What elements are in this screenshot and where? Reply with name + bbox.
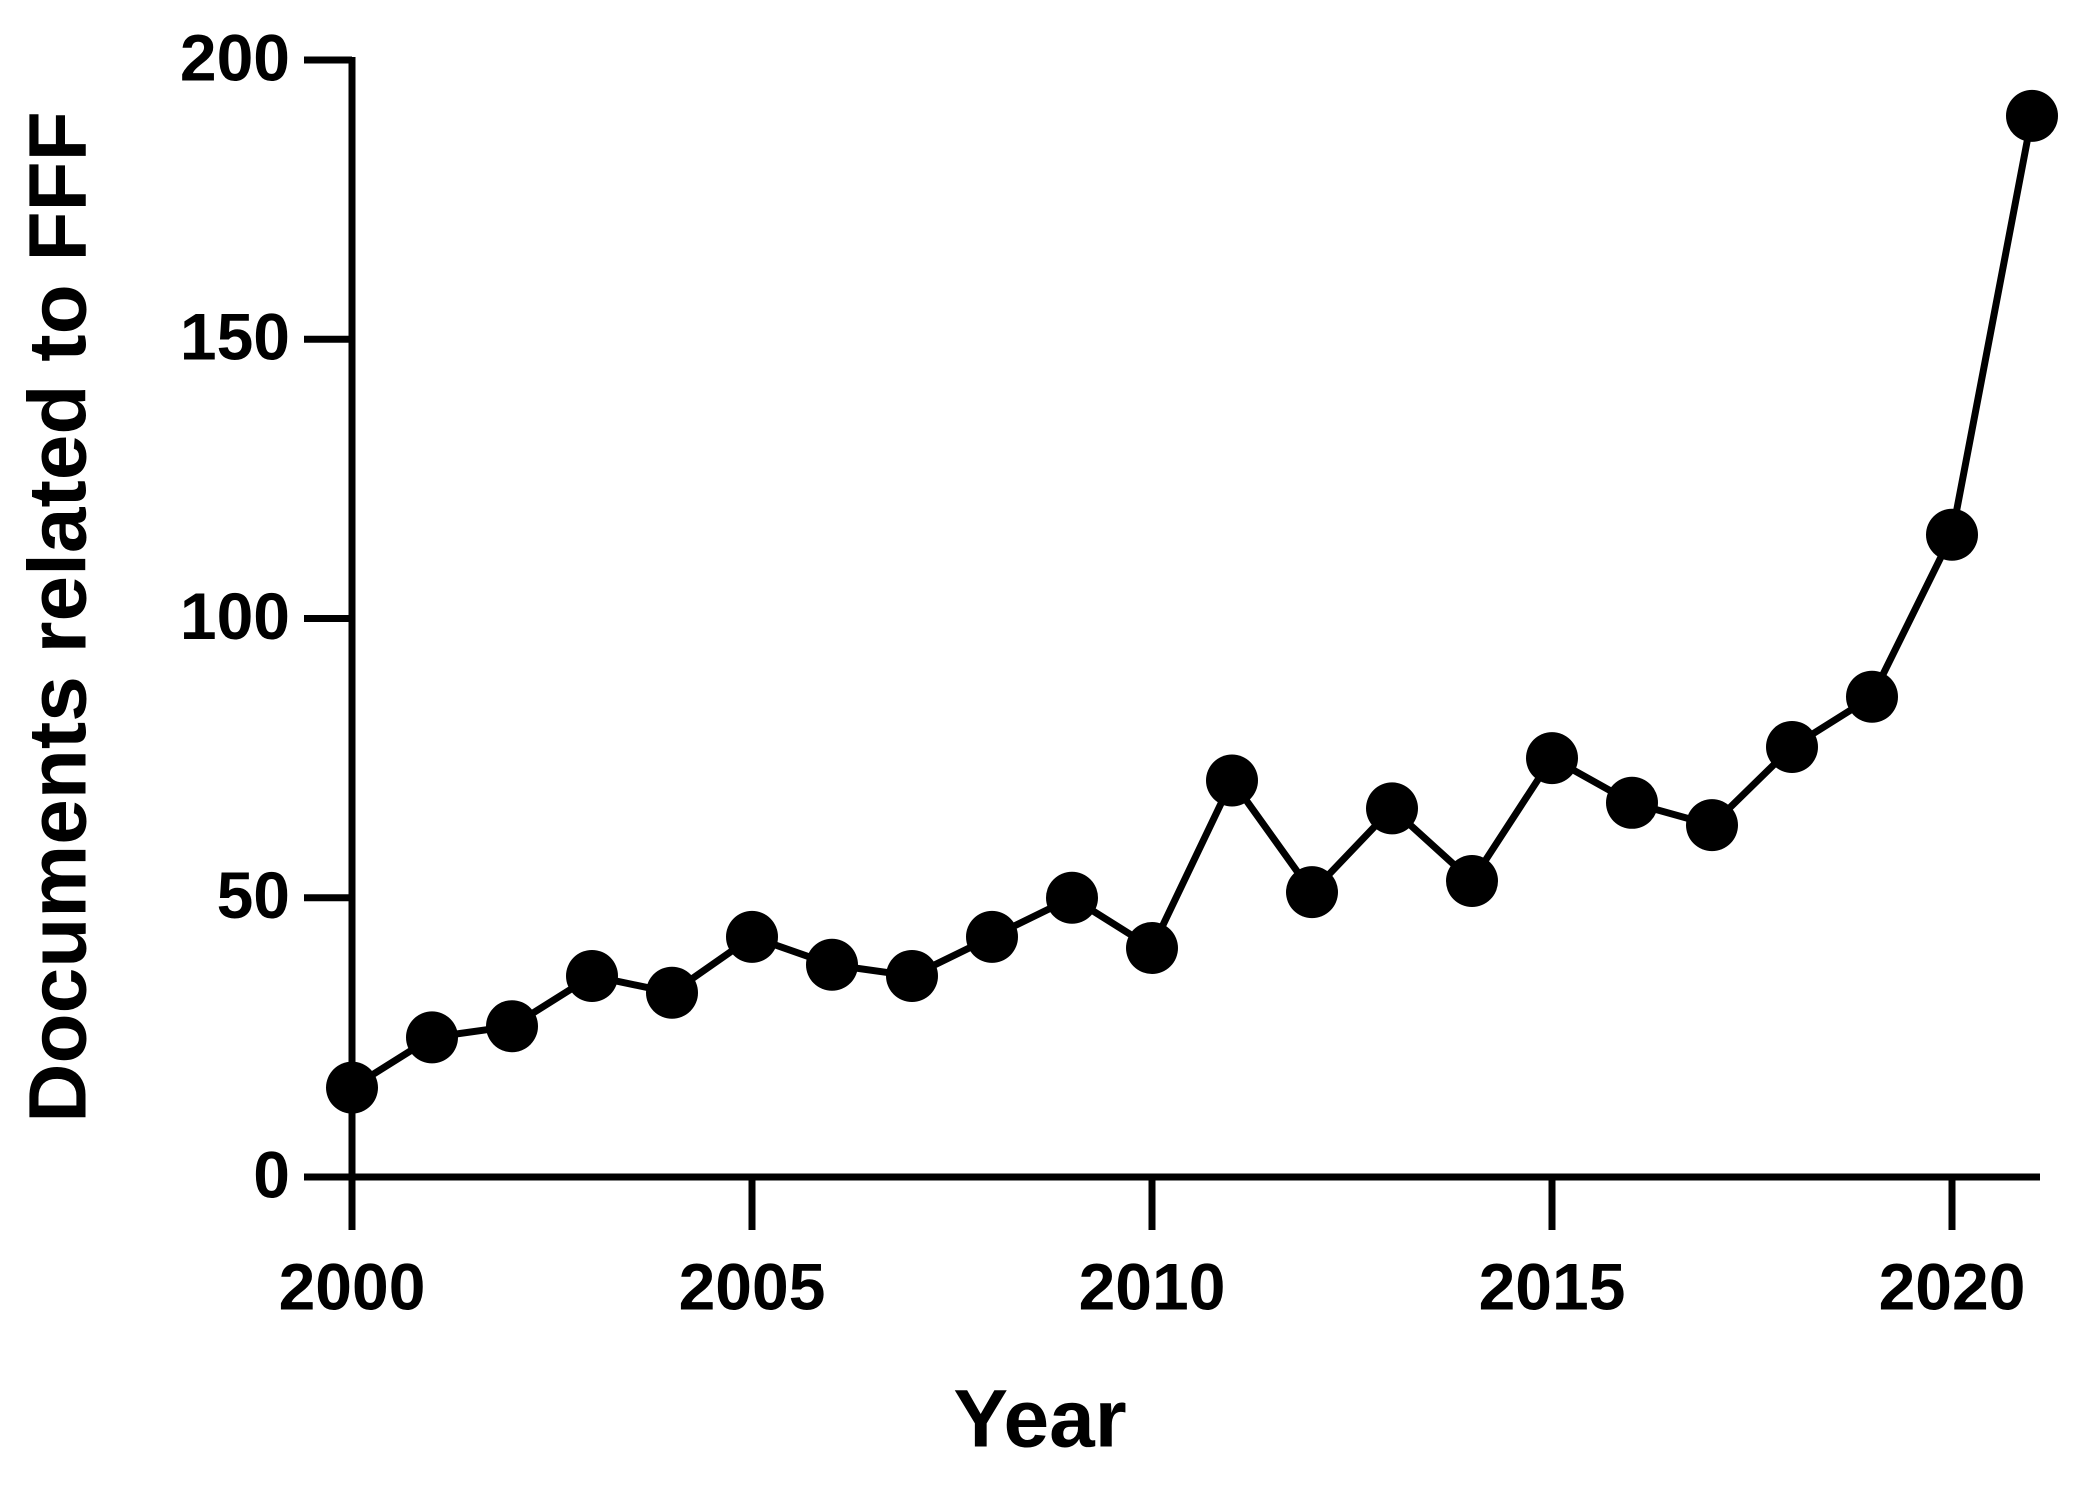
data-point	[1846, 670, 1898, 723]
data-point	[646, 966, 698, 1019]
y-tick-label: 100	[180, 579, 290, 653]
data-point	[406, 1011, 458, 1064]
data-point	[1926, 508, 1978, 561]
data-point	[1366, 782, 1418, 835]
x-tick-label: 2015	[1479, 1249, 1626, 1323]
y-tick-label: 0	[253, 1137, 290, 1211]
data-point	[486, 1000, 538, 1053]
data-point	[726, 910, 778, 963]
data-point	[2006, 89, 2058, 142]
data-point	[1686, 799, 1738, 852]
data-point	[886, 949, 938, 1002]
data-point	[566, 949, 618, 1002]
x-tick-label: 2020	[1879, 1249, 2026, 1323]
data-point	[806, 938, 858, 991]
y-tick-label: 50	[217, 858, 290, 932]
x-tick-label: 2010	[1079, 1249, 1226, 1323]
data-point	[1126, 922, 1178, 975]
data-point	[1446, 854, 1498, 907]
x-tick-label: 2000	[279, 1249, 426, 1323]
data-point	[1526, 732, 1578, 785]
y-tick-label: 200	[180, 20, 290, 94]
y-axis-title: Documents related to FFF	[13, 111, 104, 1122]
data-point	[1046, 871, 1098, 924]
data-point	[966, 910, 1018, 963]
data-point	[1286, 866, 1338, 919]
data-line	[350, 115, 2036, 1091]
x-tick-label: 2005	[679, 1249, 826, 1323]
data-point	[1766, 720, 1818, 773]
x-axis-title: Year	[953, 1374, 1126, 1465]
data-point	[1606, 776, 1658, 829]
data-point	[326, 1061, 378, 1114]
data-point	[1206, 754, 1258, 807]
y-tick-label: 150	[180, 300, 290, 374]
